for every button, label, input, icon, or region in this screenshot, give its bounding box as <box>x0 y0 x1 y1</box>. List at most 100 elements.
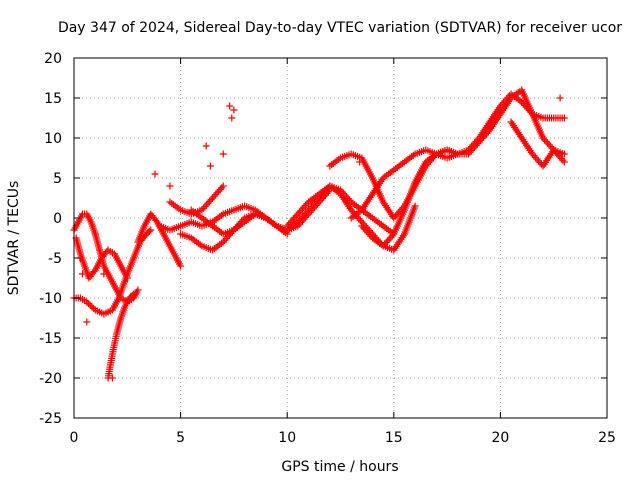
data-point-interp <box>545 141 553 149</box>
data-point-interp <box>311 203 319 211</box>
data-point-interp <box>285 220 293 228</box>
data-point-interp <box>300 203 308 211</box>
data-point-interp <box>385 235 393 243</box>
data-point-interp <box>312 201 320 209</box>
y-tick-label: -20 <box>39 371 62 387</box>
data-point <box>283 230 291 238</box>
data-point-interp <box>212 191 220 199</box>
data-point-interp <box>295 220 303 228</box>
data-point-interp <box>388 232 396 240</box>
y-tick-label: -25 <box>39 411 62 427</box>
data-point-interp <box>317 196 325 204</box>
data-point-interp <box>399 204 407 212</box>
data-point-interp <box>84 300 92 308</box>
data-point-interp <box>128 291 136 299</box>
data-point-interp <box>90 268 98 276</box>
data-point-interp <box>298 205 306 213</box>
data-point <box>422 162 430 170</box>
y-tick-label: -10 <box>39 291 62 307</box>
data-point-interp <box>286 219 294 227</box>
data-point-interp <box>478 135 486 143</box>
data-point <box>305 210 313 218</box>
data-point <box>560 158 568 166</box>
data-point-interp <box>306 208 314 216</box>
data-point <box>294 210 302 218</box>
y-tick-label: 15 <box>44 91 62 107</box>
data-point-outlier <box>226 102 234 110</box>
data-point-interp <box>86 301 94 309</box>
data-point-interp <box>88 303 96 311</box>
data-point-interp <box>202 201 210 209</box>
data-point <box>294 222 302 230</box>
data-point-interp <box>320 193 328 201</box>
data-point-interp <box>397 205 405 213</box>
chart-title: Day 347 of 2024, Sidereal Day-to-day VTE… <box>58 20 622 36</box>
data-point <box>358 222 366 230</box>
data-point-interp <box>216 185 224 193</box>
data-point-interp <box>207 196 215 204</box>
data-point-interp <box>396 207 404 215</box>
data-point <box>283 222 291 230</box>
data-point-interp <box>289 215 297 223</box>
data-point-interp <box>474 140 482 148</box>
x-tick-label: 10 <box>278 430 296 446</box>
data-point-interp <box>291 213 299 221</box>
data-point-interp <box>300 215 308 223</box>
data-point <box>496 102 504 110</box>
data-point-interp <box>215 187 223 195</box>
data-point-interp <box>394 209 402 217</box>
data-point-interp <box>222 235 230 243</box>
data-point-interp <box>301 213 309 221</box>
data-point-outlier <box>219 150 227 158</box>
data-point-interp <box>221 236 229 244</box>
data-point-interp <box>557 155 565 163</box>
data-point-interp <box>466 148 474 156</box>
data-point <box>347 206 355 214</box>
data-point-interp <box>314 200 322 208</box>
data-point-outlier <box>166 182 174 190</box>
data-point-outlier <box>206 162 214 170</box>
y-tick-label: 5 <box>53 171 62 187</box>
data-point-interp <box>533 155 541 163</box>
data-point-interp <box>483 129 491 137</box>
data-point-interp <box>295 208 303 216</box>
data-point-interp <box>355 215 363 223</box>
data-marks <box>70 86 568 382</box>
y-tick-label: 0 <box>53 211 62 227</box>
data-point <box>539 134 547 142</box>
data-point-interp <box>428 155 436 163</box>
data-point <box>83 298 91 306</box>
data-point-outlier <box>556 94 564 102</box>
data-point <box>315 198 323 206</box>
y-tick-label: -15 <box>39 331 62 347</box>
data-point <box>147 226 155 234</box>
data-point <box>560 114 568 122</box>
x-tick-label: 20 <box>491 430 509 446</box>
grid <box>74 58 607 418</box>
data-point <box>219 238 227 246</box>
y-tick-label: 20 <box>44 51 62 67</box>
data-point-interp <box>530 152 538 160</box>
data-point-interp <box>364 229 372 237</box>
data-point-interp <box>481 131 489 139</box>
y-tick-label: 10 <box>44 131 62 147</box>
data-point-interp <box>471 143 479 151</box>
plot-frame <box>73 57 608 419</box>
data-point-interp <box>425 159 433 167</box>
data-point-interp <box>382 239 390 247</box>
data-point-interp <box>429 153 437 161</box>
x-tick-label: 5 <box>176 430 185 446</box>
data-point-interp <box>393 211 401 219</box>
data-point-interp <box>467 147 475 155</box>
data-point <box>528 150 536 158</box>
data-point-outlier <box>230 106 238 114</box>
data-point-interp <box>297 207 305 215</box>
data-point-interp <box>547 143 555 151</box>
x-tick-label: 15 <box>385 430 403 446</box>
data-point-interp <box>359 224 367 232</box>
data-point-interp <box>308 207 316 215</box>
data-point-interp <box>204 199 212 207</box>
data-point-interp <box>362 227 370 235</box>
data-point-interp <box>541 136 549 144</box>
data-point-interp <box>303 212 311 220</box>
